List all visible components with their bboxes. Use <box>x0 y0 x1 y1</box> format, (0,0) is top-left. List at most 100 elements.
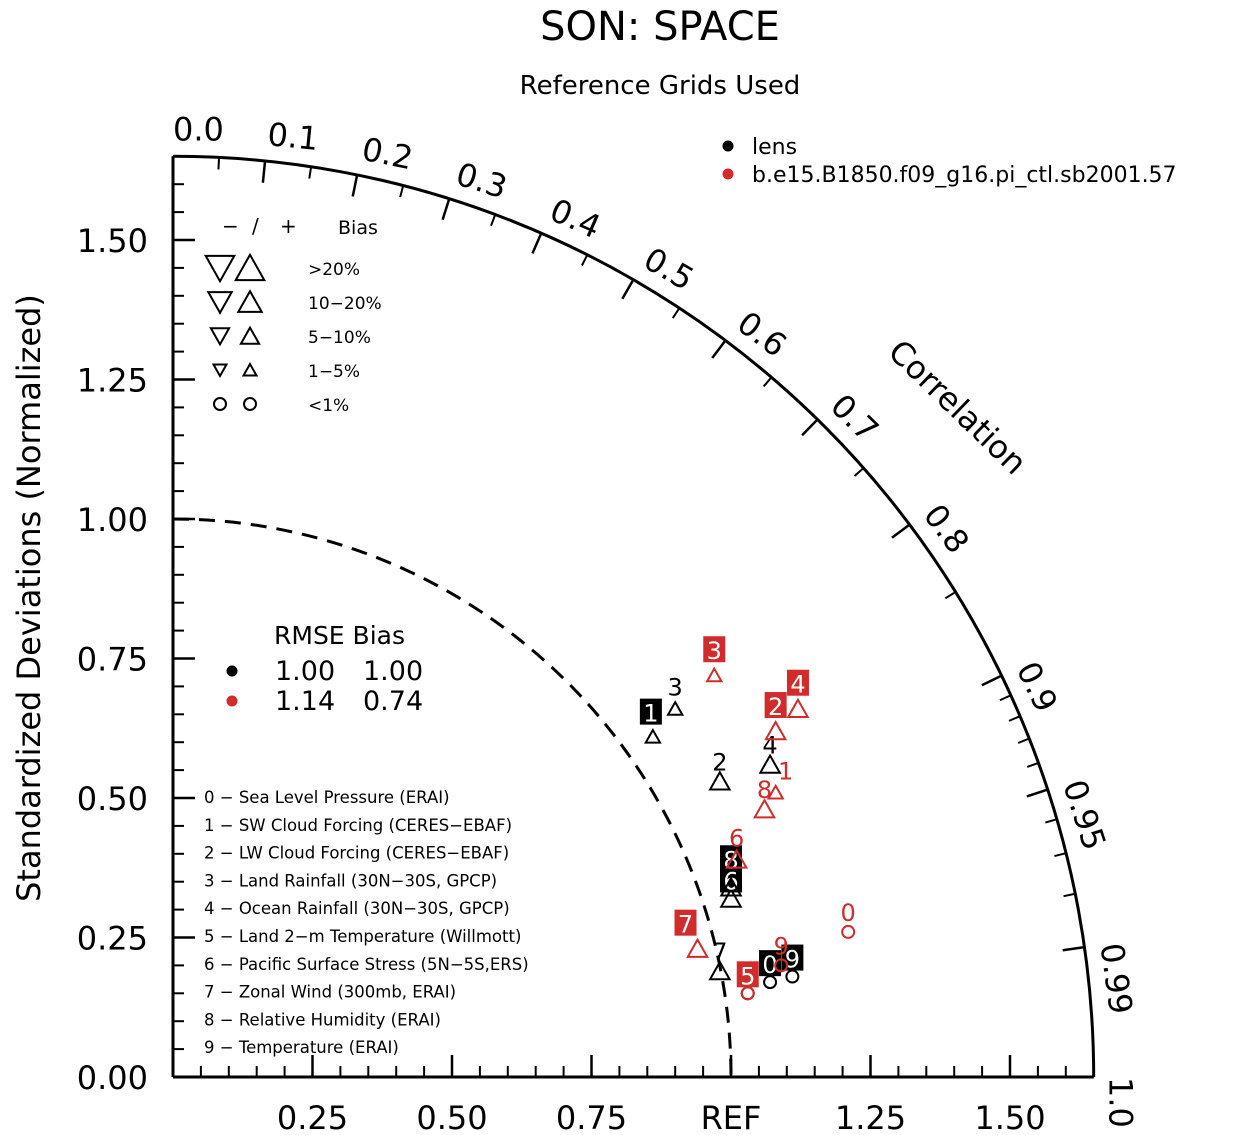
data-point-label: 0 <box>841 899 856 927</box>
bias-legend-slash: / <box>252 214 259 238</box>
data-point-label: 3 <box>707 637 722 665</box>
data-point-label: 1 <box>778 757 793 785</box>
correlation-major-tick <box>801 418 819 437</box>
reference-arc <box>172 517 733 1078</box>
y-tick-label: 0.00 <box>77 1059 148 1097</box>
chart-subtitle: Reference Grids Used <box>520 71 801 101</box>
data-points: 01234567890123456789 <box>639 636 856 1001</box>
stats-legend-marker <box>226 665 238 677</box>
y-tick-label: 1.25 <box>77 362 148 400</box>
bias-legend-label: 10−20% <box>308 294 382 314</box>
correlation-major-tick <box>351 174 359 197</box>
correlation-tick-label: 0.0 <box>173 110 224 148</box>
variable-list-item: 3 − Land Rainfall (30N−30S, GPCP) <box>204 871 497 890</box>
data-point-label: 1 <box>643 700 658 728</box>
data-point-marker <box>644 727 662 744</box>
bias-legend-up-triangle <box>241 361 259 377</box>
stats-legend-bias: 0.74 <box>363 686 423 717</box>
x-tick-label: 0.25 <box>277 1099 348 1135</box>
bias-legend: − / + Bias >20% 10−20% 5−10% 1−5% <1% <box>203 214 382 416</box>
data-point-label: 2 <box>712 748 727 776</box>
x-tick-label: 0.75 <box>556 1099 627 1135</box>
y-tick-label: 0.75 <box>77 641 148 679</box>
correlation-major-tick <box>1026 788 1049 798</box>
variable-list-item: 4 − Ocean Rainfall (30N−30S, GPCP) <box>204 899 510 918</box>
correlation-axis-label: Correlation <box>881 332 1034 482</box>
bias-legend-pos: + <box>280 214 297 238</box>
correlation-major-tick <box>531 232 543 254</box>
x-tick-label: REF <box>701 1099 762 1135</box>
correlation-minor-tick <box>1026 761 1039 768</box>
bias-legend-down-triangle <box>209 327 231 347</box>
correlation-major-tick <box>1062 945 1085 952</box>
stats-legend-rmse: 1.00 <box>275 656 335 687</box>
bias-legend-circle <box>213 397 227 411</box>
data-point-label-box <box>639 698 662 725</box>
data-point-label: 4 <box>762 732 777 760</box>
variable-list-item: 5 − Land 2−m Temperature (Willmott) <box>204 927 521 946</box>
correlation-tick-label: 0.2 <box>359 130 416 177</box>
y-tick-label: 0.50 <box>77 780 148 818</box>
data-point-label-box <box>703 636 726 663</box>
data-point-marker <box>753 798 776 819</box>
data-point-marker <box>708 959 732 981</box>
bias-legend-circle <box>243 397 257 411</box>
bias-legend-up-triangle <box>236 289 264 313</box>
data-point-marker <box>758 753 782 774</box>
chart-title: SON: SPACE <box>540 4 780 50</box>
data-point-label-box <box>759 950 782 977</box>
data-point-label-box <box>674 909 697 936</box>
data-point-label: 6 <box>729 824 744 852</box>
data-point-label-box <box>786 669 809 696</box>
x-tick-label: 1.50 <box>974 1099 1045 1135</box>
data-point-marker <box>786 697 810 718</box>
data-point-marker <box>686 937 709 958</box>
y-tick-label: 0.25 <box>77 920 148 958</box>
data-point-label-box <box>736 961 759 988</box>
variable-list-item: 8 − Relative Humidity (ERAI) <box>204 1010 441 1029</box>
correlation-minor-tick <box>1045 818 1058 824</box>
bias-legend-label: >20% <box>308 260 360 280</box>
data-point-marker <box>725 848 749 869</box>
data-point-label: 9 <box>785 946 800 974</box>
correlation-major-tick <box>891 523 911 539</box>
correlation-minor-tick <box>1017 737 1030 744</box>
data-point-label-box <box>764 692 787 719</box>
correlation-tick-label: 0.5 <box>637 240 700 298</box>
variable-list: 0 − Sea Level Pressure (ERAI) 1 − SW Clou… <box>204 788 529 1057</box>
data-point-label: 4 <box>790 671 805 699</box>
bias-legend-label: <1% <box>308 396 349 416</box>
data-point-marker <box>708 770 732 791</box>
correlation-minor-tick <box>853 467 865 477</box>
data-point-marker <box>705 666 724 683</box>
bias-legend-up-triangle <box>239 325 261 345</box>
variable-list-item: 9 − Temperature (ERAI) <box>204 1038 399 1057</box>
stats-legend-bias: 1.00 <box>363 656 423 687</box>
correlation-tick-label: 0.7 <box>823 387 886 450</box>
outer-arc <box>172 154 1096 1078</box>
series-legend: lens b.e15.B1850.f09_g16.pi_ctl.sb2001.57 <box>722 135 1177 188</box>
stats-legend-marker <box>226 695 238 707</box>
variable-list-item: 2 − LW Cloud Forcing (CERES−EBAF) <box>204 844 509 863</box>
correlation-minor-tick <box>999 694 1012 702</box>
data-point-marker <box>719 876 743 897</box>
correlation-minor-tick <box>1054 852 1067 858</box>
correlation-minor-tick <box>944 591 957 600</box>
data-point-label: 6 <box>723 867 738 895</box>
x-ticks: 0.25 0.50 0.75 REF 1.25 1.50 <box>199 1055 1067 1135</box>
stats-legend: RMSE Bias 1.00 1.001.14 0.74 <box>226 621 423 717</box>
stats-legend-header: RMSE Bias <box>274 621 405 650</box>
reference-arc-line <box>172 517 733 1078</box>
correlation-major-tick <box>621 279 635 300</box>
correlation-minor-tick <box>762 376 773 388</box>
axes <box>171 154 1096 1079</box>
correlation-major-tick <box>981 674 1003 687</box>
bias-legend-title: Bias <box>338 217 378 239</box>
bias-legend-up-triangle <box>233 252 267 282</box>
variable-list-item: 0 − Sea Level Pressure (ERAI) <box>204 788 450 807</box>
series-legend-label: lens <box>752 135 797 160</box>
correlation-major-tick <box>261 160 267 183</box>
x-tick-label: 1.25 <box>835 1099 906 1135</box>
data-point-label: 5 <box>740 962 755 990</box>
